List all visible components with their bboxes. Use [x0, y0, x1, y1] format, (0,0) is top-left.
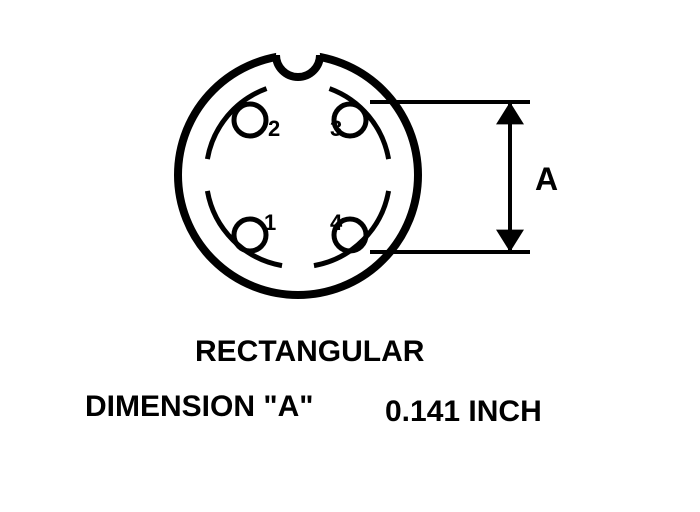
pin-hole	[234, 219, 266, 251]
dimension-value-label: 0.141 INCH	[385, 395, 542, 429]
connector-diagram: 1 2 3 4 A RECTANGULAR DIMENSION "A" 0.14…	[0, 0, 700, 507]
inner-arc	[314, 191, 389, 266]
dimension-arrow	[496, 230, 524, 252]
dimension-arrow	[496, 102, 524, 124]
pin-label: 3	[330, 116, 342, 142]
dimension-label: A	[535, 161, 558, 198]
pin-label: 1	[264, 210, 276, 236]
pin-hole	[234, 104, 266, 136]
shape-label: RECTANGULAR	[195, 335, 424, 369]
dimension-prefix-label: DIMENSION "A"	[85, 390, 313, 424]
pin-label: 2	[268, 116, 280, 142]
outer-ring	[178, 55, 418, 295]
diagram-svg	[0, 0, 700, 507]
pin-label: 4	[330, 210, 342, 236]
